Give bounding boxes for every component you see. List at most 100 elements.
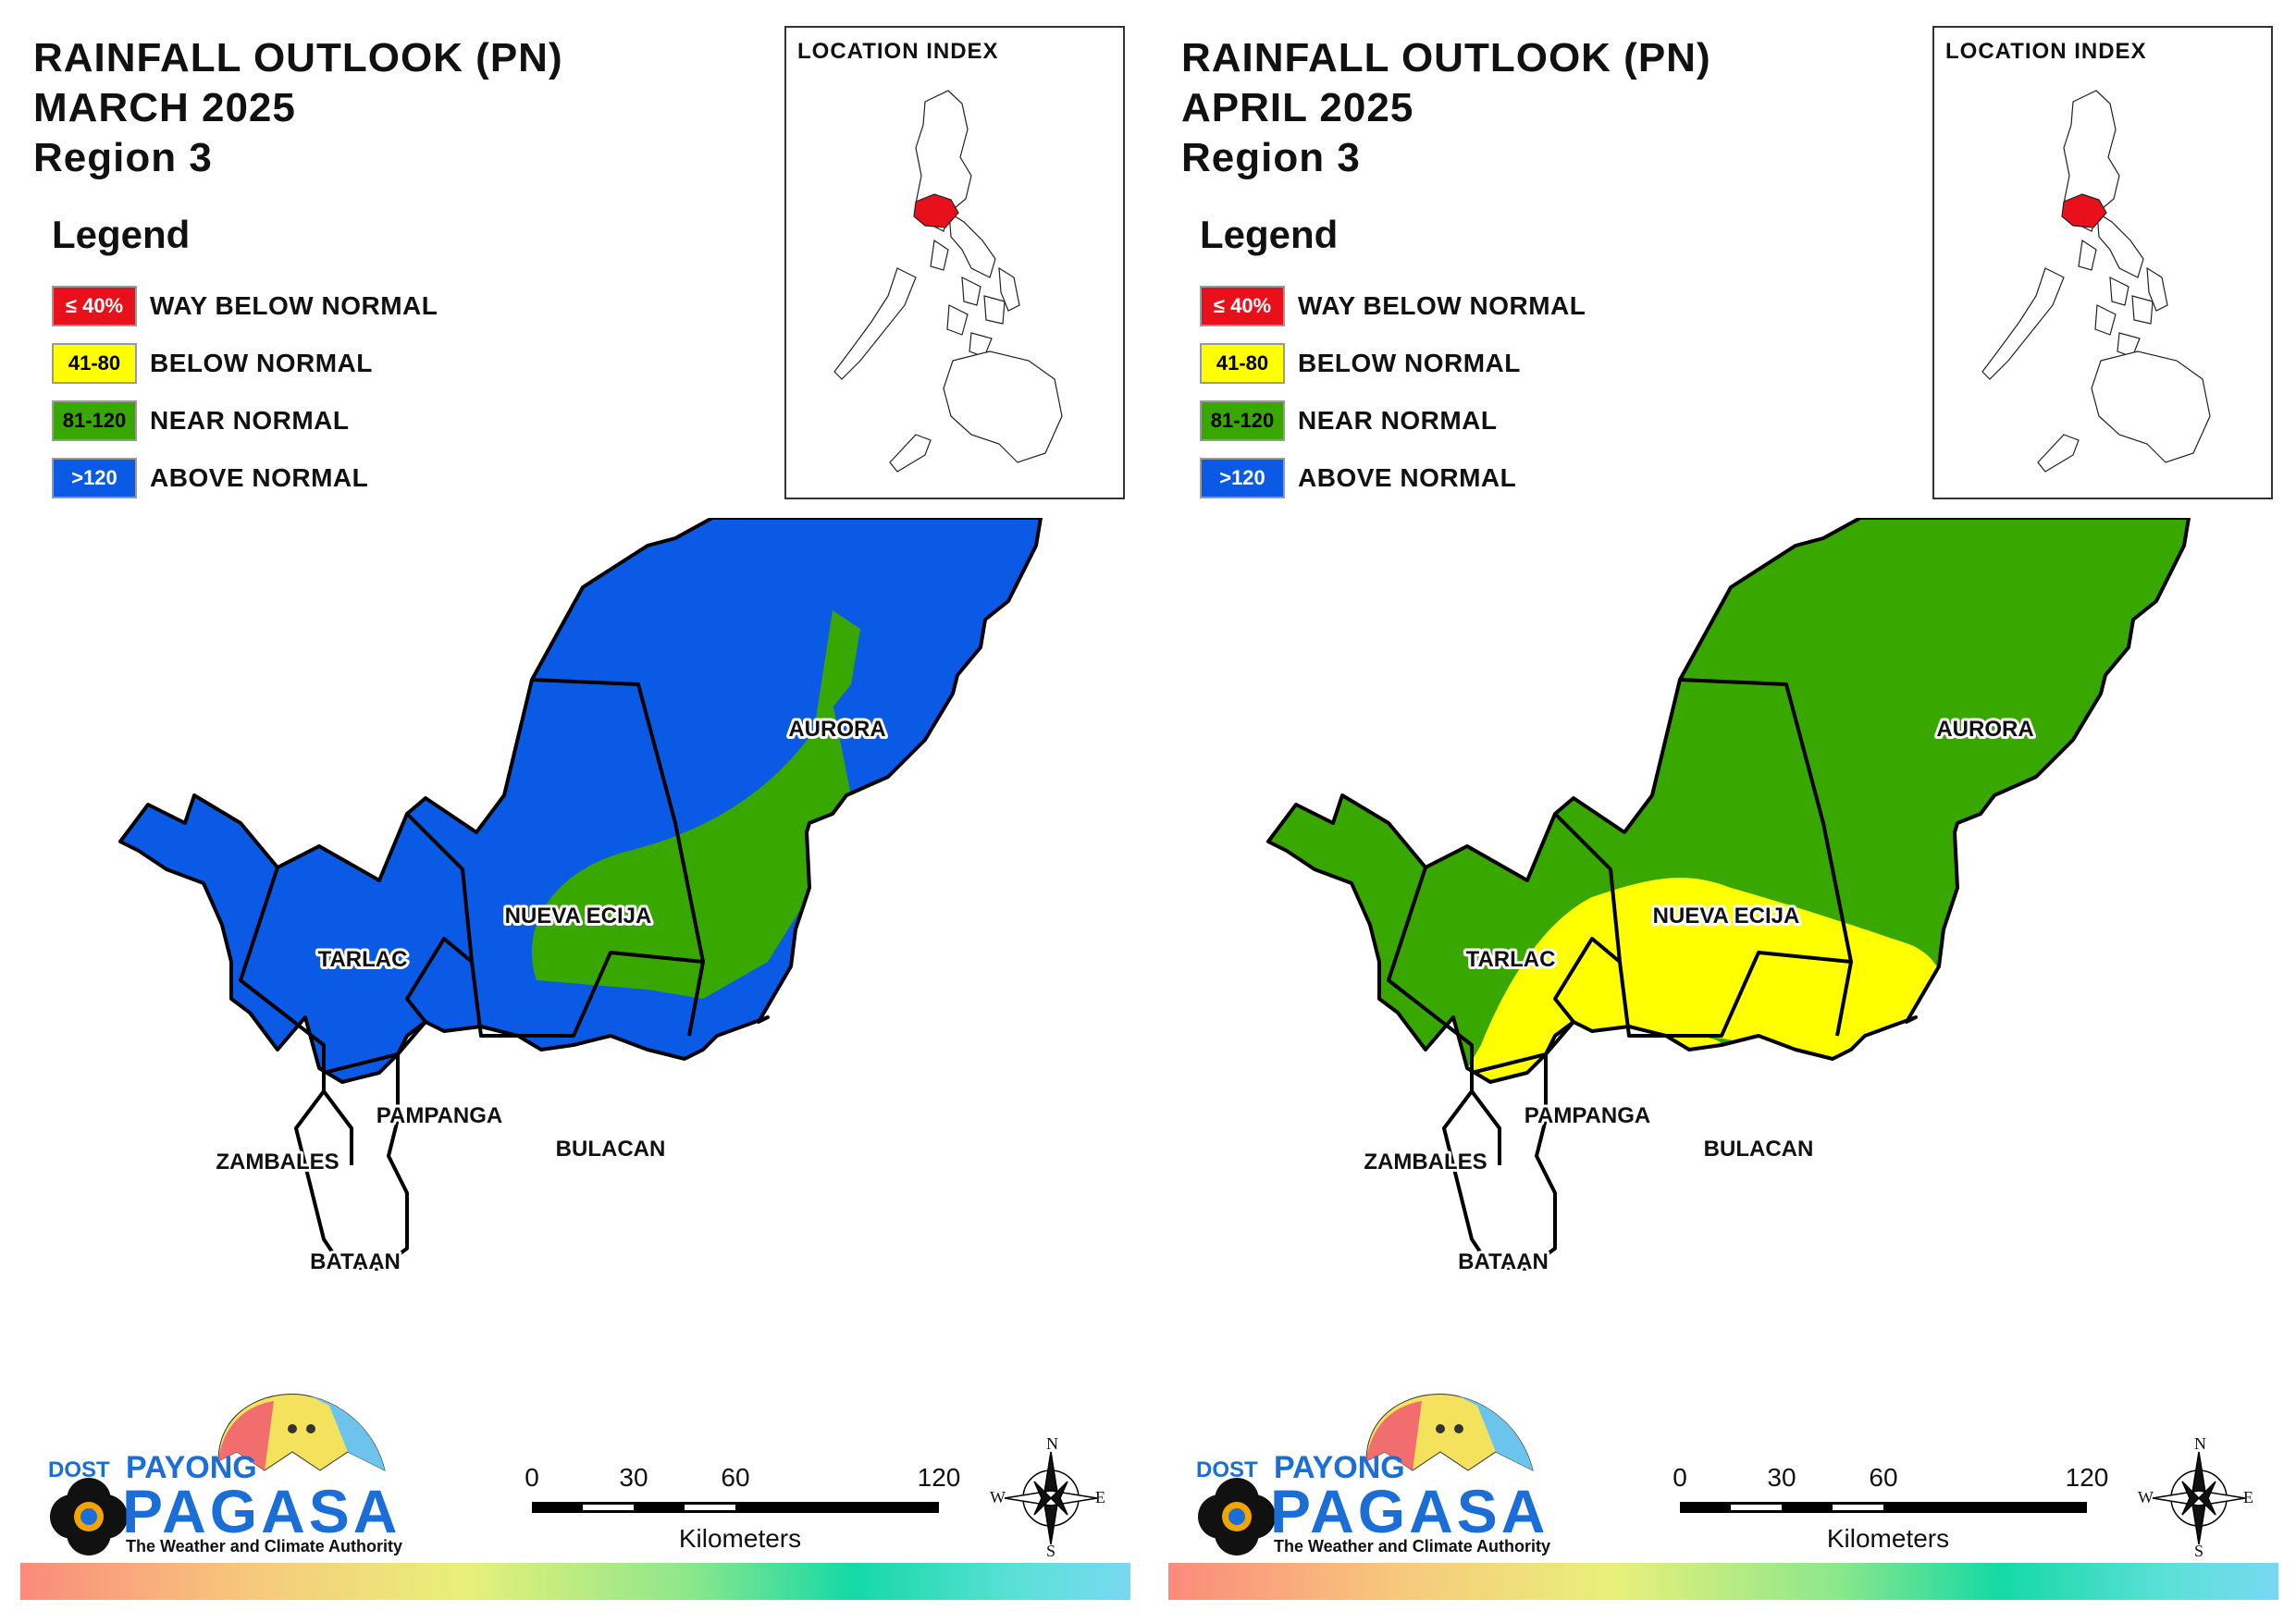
scale-unit: Kilometers xyxy=(1826,1524,1950,1553)
title-line-3: Region 3 xyxy=(33,135,213,180)
title-line-3: Region 3 xyxy=(1181,135,1361,180)
scale-tick: 120 xyxy=(917,1463,961,1492)
legend-title: Legend xyxy=(52,213,191,256)
label-bataan: BATAAN xyxy=(310,1249,401,1274)
legend-item: ≤ 40% WAY BELOW NORMAL xyxy=(52,277,438,335)
logo-dost-text: DOST xyxy=(1196,1457,1258,1482)
footer-gradient-bar xyxy=(20,1563,1130,1600)
compass-icon xyxy=(2152,1451,2246,1545)
zone-c xyxy=(1673,1182,1786,1258)
legend-item: 81-120 NEAR NORMAL xyxy=(1200,392,1586,449)
legend-label: BELOW NORMAL xyxy=(150,349,373,377)
scale-bar: 0 30 60 120 Kilometers xyxy=(525,1452,962,1554)
map-title: RAINFALL OUTLOOK (PN) MARCH 2025 Region … xyxy=(33,33,563,183)
label-nueva-ecija: NUEVA ECIJA xyxy=(1653,904,1800,928)
title-line-1: RAINFALL OUTLOOK (PN) xyxy=(33,35,563,80)
title-line-2: MARCH 2025 xyxy=(33,85,296,130)
scale-bar-graphic xyxy=(1680,1502,2087,1513)
legend-label: ABOVE NORMAL xyxy=(1298,463,1517,492)
scale-tick: 120 xyxy=(2065,1463,2109,1492)
label-aurora: AURORA xyxy=(1936,717,2033,742)
compass-w: W xyxy=(990,1488,1006,1506)
map-title: RAINFALL OUTLOOK (PN) APRIL 2025 Region … xyxy=(1181,33,1711,183)
umbrella-icon xyxy=(1198,1394,1534,1555)
location-index-title: LOCATION INDEX xyxy=(1945,39,2147,64)
logo-tagline: The Weather and Climate Authority xyxy=(1274,1537,1551,1555)
zone-a xyxy=(531,703,851,999)
compass-rose: N S E W xyxy=(2138,1434,2254,1560)
compass-icon xyxy=(1004,1451,1098,1545)
location-index: LOCATION INDEX xyxy=(1932,26,2273,499)
label-zambales: ZAMBALES xyxy=(216,1150,339,1174)
region-3-highlight xyxy=(2061,193,2107,228)
zone-a xyxy=(1433,878,1946,1082)
label-nueva-ecija: NUEVA ECIJA xyxy=(505,904,652,928)
region-3-highlight xyxy=(913,193,959,228)
title-line-2: APRIL 2025 xyxy=(1181,85,1414,130)
footer-gradient-bar xyxy=(1168,1563,2278,1600)
legend-item: 41-80 BELOW NORMAL xyxy=(52,335,438,392)
legend: Legend ≤ 40% WAY BELOW NORMAL 41-80 BELO… xyxy=(1200,213,1586,507)
legend-swatch-below: 41-80 xyxy=(1200,343,1285,384)
title-line-1: RAINFALL OUTLOOK (PN) xyxy=(1181,35,1711,80)
legend-label: NEAR NORMAL xyxy=(150,406,350,435)
scale-tick: 60 xyxy=(1869,1463,1898,1492)
legend-swatch-way-below: ≤ 40% xyxy=(1200,286,1285,326)
zone-b xyxy=(814,610,860,731)
province-boundaries xyxy=(1266,518,2191,1271)
compass-w: W xyxy=(2138,1488,2154,1506)
legend-item: 81-120 NEAR NORMAL xyxy=(52,392,438,449)
legend-label: NEAR NORMAL xyxy=(1298,406,1498,435)
dost-emblem-icon xyxy=(50,1478,128,1555)
logo-payong-text: PAYONG xyxy=(1274,1450,1405,1485)
compass-rose: N S E W xyxy=(990,1434,1106,1560)
logo-pagasa-text: PAGASA xyxy=(122,1477,401,1545)
label-aurora: AURORA xyxy=(788,717,885,742)
scale-tick: 60 xyxy=(721,1463,750,1492)
label-bataan: BATAAN xyxy=(1458,1249,1549,1274)
province-boundaries xyxy=(118,518,1043,1271)
legend-label: WAY BELOW NORMAL xyxy=(150,291,438,320)
compass-s: S xyxy=(2194,1542,2204,1560)
pagasa-logo: DOST PAYONG PAGASA The Weather and Clima… xyxy=(1181,1387,1551,1563)
compass-e: E xyxy=(1095,1488,1105,1506)
legend: Legend ≤ 40% WAY BELOW NORMAL 41-80 BELO… xyxy=(52,213,438,507)
legend-swatch-above: >120 xyxy=(1200,458,1285,498)
scale-tick: 0 xyxy=(1673,1463,1687,1492)
logo-tagline: The Weather and Climate Authority xyxy=(126,1537,403,1555)
label-pampanga: PAMPANGA xyxy=(1524,1103,1650,1128)
legend-label: BELOW NORMAL xyxy=(1298,349,1521,377)
logo-dost-text: DOST xyxy=(48,1457,110,1482)
logo-payong-text: PAYONG xyxy=(126,1450,257,1485)
logo-pagasa-text: PAGASA xyxy=(1270,1477,1549,1545)
label-bulacan: BULACAN xyxy=(556,1137,666,1162)
legend-label: WAY BELOW NORMAL xyxy=(1298,291,1586,320)
legend-swatch-near: 81-120 xyxy=(1200,400,1285,441)
legend-item: >120 ABOVE NORMAL xyxy=(1200,449,1586,507)
philippines-outline xyxy=(833,90,1063,473)
scale-bar-graphic xyxy=(532,1502,939,1513)
scale-tick: 30 xyxy=(619,1463,648,1492)
philippines-outline xyxy=(1981,90,2211,473)
legend-item: >120 ABOVE NORMAL xyxy=(52,449,438,507)
dost-emblem-icon xyxy=(1198,1478,1276,1555)
scale-tick: 30 xyxy=(1767,1463,1796,1492)
scale-unit: Kilometers xyxy=(678,1524,802,1553)
location-index-title: LOCATION INDEX xyxy=(797,39,999,64)
compass-s: S xyxy=(1046,1542,1056,1560)
scale-bar: 0 30 60 120 Kilometers xyxy=(1673,1452,2110,1554)
label-tarlac: TARLAC xyxy=(1466,947,1556,972)
region-map: AURORA NUEVA ECIJA TARLAC PAMPANGA BULAC… xyxy=(118,518,1043,1277)
legend-swatch-above: >120 xyxy=(52,458,137,498)
legend-item: 41-80 BELOW NORMAL xyxy=(1200,335,1586,392)
umbrella-icon xyxy=(50,1394,386,1555)
compass-n: N xyxy=(1046,1434,1058,1453)
legend-title: Legend xyxy=(1200,213,1339,256)
legend-swatch-below: 41-80 xyxy=(52,343,137,384)
compass-e: E xyxy=(2243,1488,2253,1506)
label-bulacan: BULACAN xyxy=(1704,1137,1814,1162)
label-zambales: ZAMBALES xyxy=(1364,1150,1487,1174)
panel-april: RAINFALL OUTLOOK (PN) APRIL 2025 Region … xyxy=(1148,0,2296,1623)
label-pampanga: PAMPANGA xyxy=(376,1103,502,1128)
legend-swatch-way-below: ≤ 40% xyxy=(52,286,137,326)
